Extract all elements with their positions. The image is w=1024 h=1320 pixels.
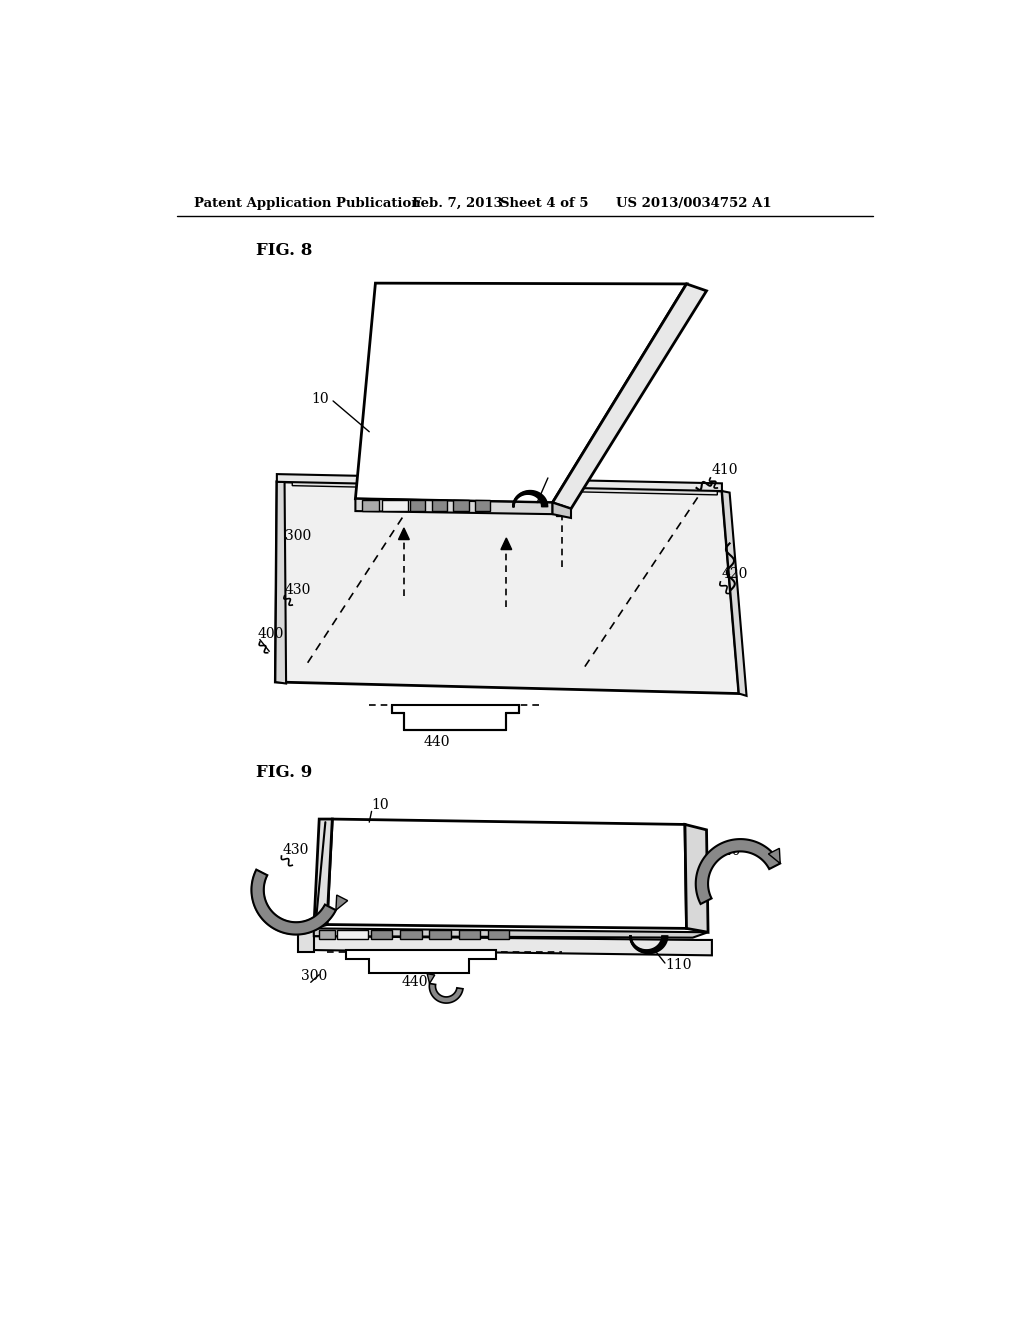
Polygon shape bbox=[276, 474, 722, 491]
Text: 400: 400 bbox=[258, 627, 284, 642]
Polygon shape bbox=[361, 499, 379, 511]
Polygon shape bbox=[501, 539, 512, 549]
Polygon shape bbox=[695, 840, 780, 904]
Polygon shape bbox=[398, 528, 410, 540]
Polygon shape bbox=[371, 929, 392, 940]
Polygon shape bbox=[432, 499, 447, 511]
Text: Feb. 7, 2013: Feb. 7, 2013 bbox=[412, 197, 503, 210]
Polygon shape bbox=[337, 929, 368, 940]
Polygon shape bbox=[429, 929, 451, 940]
Polygon shape bbox=[487, 929, 509, 940]
Text: 110: 110 bbox=[549, 469, 575, 483]
Text: 300: 300 bbox=[285, 529, 311, 543]
Polygon shape bbox=[722, 491, 746, 696]
Text: 440: 440 bbox=[401, 975, 428, 989]
Text: 410: 410 bbox=[712, 463, 738, 478]
Text: 110: 110 bbox=[666, 958, 692, 973]
Text: 420: 420 bbox=[714, 845, 740, 858]
Text: 420: 420 bbox=[722, 568, 749, 581]
Text: 300: 300 bbox=[301, 969, 328, 983]
Polygon shape bbox=[298, 928, 313, 952]
Polygon shape bbox=[400, 929, 422, 940]
Polygon shape bbox=[355, 284, 686, 503]
Text: FIG. 9: FIG. 9 bbox=[256, 764, 312, 781]
Text: 10: 10 bbox=[372, 799, 389, 812]
Polygon shape bbox=[429, 983, 463, 1003]
Polygon shape bbox=[553, 284, 707, 508]
Polygon shape bbox=[313, 818, 333, 928]
Polygon shape bbox=[475, 499, 490, 511]
Polygon shape bbox=[336, 895, 348, 911]
Polygon shape bbox=[392, 705, 519, 730]
Polygon shape bbox=[313, 928, 708, 937]
Text: 430: 430 bbox=[283, 843, 309, 857]
Polygon shape bbox=[355, 499, 553, 515]
Text: 440: 440 bbox=[424, 735, 451, 748]
Polygon shape bbox=[252, 870, 336, 935]
Polygon shape bbox=[454, 499, 469, 511]
Polygon shape bbox=[685, 825, 708, 932]
Text: 430: 430 bbox=[285, 582, 311, 597]
Polygon shape bbox=[382, 499, 408, 511]
Text: Patent Application Publication: Patent Application Publication bbox=[194, 197, 421, 210]
Polygon shape bbox=[459, 929, 480, 940]
Polygon shape bbox=[427, 974, 435, 983]
Polygon shape bbox=[768, 849, 780, 863]
Polygon shape bbox=[346, 950, 497, 973]
Polygon shape bbox=[327, 818, 686, 928]
Polygon shape bbox=[410, 499, 425, 511]
Polygon shape bbox=[319, 929, 335, 940]
Polygon shape bbox=[553, 503, 571, 517]
Text: 10: 10 bbox=[311, 392, 330, 405]
Text: FIG. 8: FIG. 8 bbox=[256, 243, 312, 259]
Polygon shape bbox=[275, 482, 286, 684]
Polygon shape bbox=[275, 482, 739, 693]
Polygon shape bbox=[306, 936, 712, 956]
Text: Sheet 4 of 5: Sheet 4 of 5 bbox=[500, 197, 589, 210]
Polygon shape bbox=[556, 506, 567, 516]
Text: US 2013/0034752 A1: US 2013/0034752 A1 bbox=[615, 197, 771, 210]
Polygon shape bbox=[292, 480, 717, 495]
